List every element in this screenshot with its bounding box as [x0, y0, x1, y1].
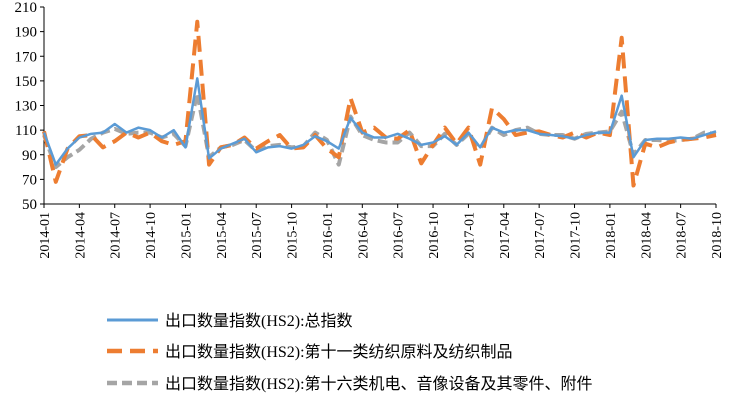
x-tick-label: 2014-01 — [38, 212, 53, 259]
y-tick-label: 110 — [15, 123, 37, 139]
x-tick-label: 2017-07 — [533, 212, 548, 259]
x-tick-label: 2015-07 — [250, 212, 265, 259]
y-tick-label: 150 — [15, 74, 38, 90]
legend: 出口数量指数(HS2):总指数出口数量指数(HS2):第十一类纺织原料及纺织制品… — [107, 312, 593, 393]
x-tick-label: 2018-01 — [604, 212, 619, 259]
x-tick-label: 2018-10 — [710, 212, 725, 259]
y-tick-label: 190 — [15, 25, 38, 41]
x-tick-label: 2017-01 — [462, 212, 477, 259]
legend-label-3: 出口数量指数(HS2):第十六类机电、音像设备及其零件、附件 — [165, 375, 593, 393]
x-tick-label: 2015-04 — [215, 212, 230, 259]
y-tick-label: 130 — [15, 99, 38, 115]
x-axis: 2014-01 2014-04 2014-07 2014-10 2015-01 2015-… — [38, 203, 725, 259]
y-tick-label: 170 — [15, 49, 38, 65]
series-line-1 — [42, 77, 717, 166]
legend-label-1: 出口数量指数(HS2):总指数 — [165, 312, 353, 330]
legend-label-2: 出口数量指数(HS2):第十一类纺织原料及纺织制品 — [165, 343, 513, 361]
x-tick-label: 2018-04 — [639, 212, 654, 259]
x-tick-label: 2016-04 — [356, 212, 371, 259]
x-tick-label: 2014-07 — [109, 212, 124, 259]
y-tick-label: 90 — [22, 148, 37, 164]
y-tick-label: 70 — [22, 172, 37, 188]
series-group — [42, 19, 717, 188]
y-axis: 50 70 90 110 130 150 170 190 210 — [15, 0, 45, 213]
x-tick-label: 2018-07 — [675, 212, 690, 259]
x-tick-label: 2015-01 — [179, 212, 194, 259]
x-tick-label: 2014-10 — [144, 212, 159, 259]
x-tick-label: 2015-10 — [286, 212, 301, 259]
x-tick-label: 2016-10 — [427, 212, 442, 259]
x-tick-label: 2016-07 — [392, 212, 407, 259]
y-tick-label: 50 — [22, 197, 37, 213]
x-tick-label: 2014-04 — [73, 212, 88, 259]
y-tick-label: 210 — [15, 0, 38, 16]
x-tick-label: 2017-04 — [498, 212, 513, 259]
series-line-2 — [42, 19, 717, 188]
x-tick-label: 2017-10 — [569, 212, 584, 259]
x-tick-label: 2016-01 — [321, 212, 336, 259]
